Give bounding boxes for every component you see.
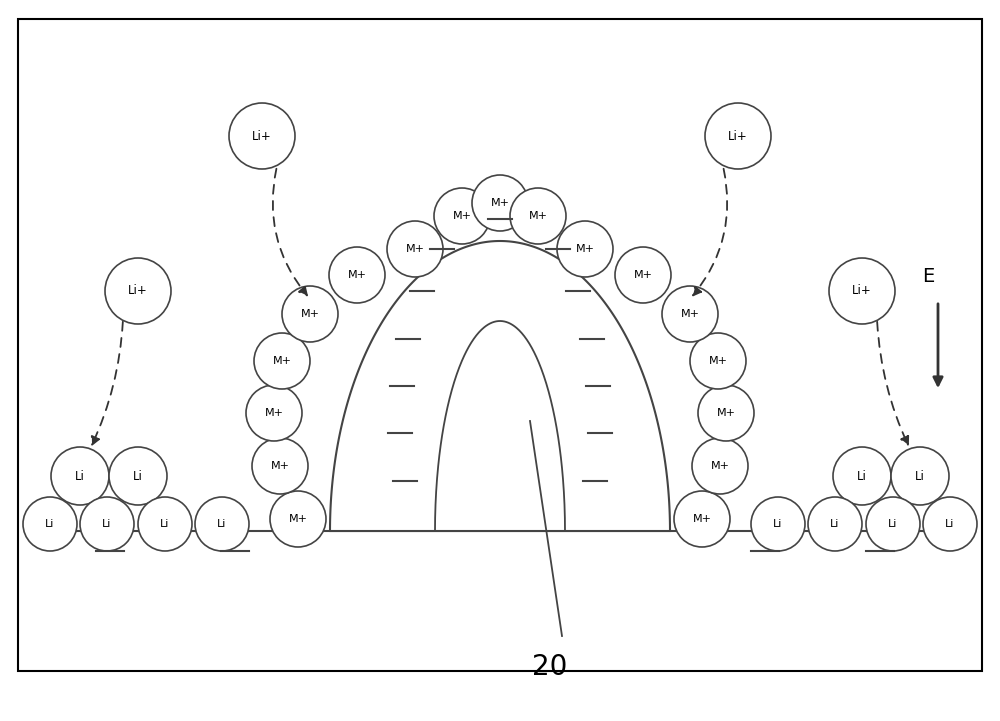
Text: M+: M+ [272,356,292,366]
Circle shape [751,497,805,551]
Circle shape [690,333,746,389]
Circle shape [615,247,671,303]
Circle shape [833,447,891,505]
Circle shape [109,447,167,505]
Polygon shape [330,241,670,531]
Text: Li: Li [857,469,867,482]
Text: Li: Li [773,519,783,529]
Text: M+: M+ [710,461,730,471]
Text: M+: M+ [264,408,284,418]
Text: Li: Li [133,469,143,482]
Circle shape [923,497,977,551]
Text: Li: Li [102,519,112,529]
Text: M+: M+ [692,514,712,524]
Text: M+: M+ [490,198,510,208]
Text: 20: 20 [532,653,568,681]
Text: M+: M+ [634,270,652,280]
Circle shape [23,497,77,551]
Text: Li+: Li+ [852,285,872,298]
Text: M+: M+ [708,356,728,366]
Circle shape [105,258,171,324]
Circle shape [254,333,310,389]
Text: Li: Li [217,519,227,529]
Circle shape [866,497,920,551]
Circle shape [434,188,490,244]
Text: M+: M+ [528,211,548,221]
Text: Li: Li [75,469,85,482]
Circle shape [229,103,295,169]
Text: M+: M+ [452,211,472,221]
Text: M+: M+ [406,244,425,254]
Circle shape [282,286,338,342]
Text: Li+: Li+ [252,130,272,143]
Text: Li+: Li+ [128,285,148,298]
Text: Li: Li [915,469,925,482]
Text: Li: Li [830,519,840,529]
Text: M+: M+ [270,461,290,471]
Circle shape [698,385,754,441]
Circle shape [891,447,949,505]
Circle shape [252,438,308,494]
Circle shape [829,258,895,324]
Text: M+: M+ [288,514,308,524]
Text: M+: M+ [576,244,594,254]
Text: E: E [922,267,934,286]
Circle shape [557,221,613,277]
Text: Li: Li [888,519,898,529]
Circle shape [472,175,528,231]
Circle shape [662,286,718,342]
Circle shape [808,497,862,551]
Circle shape [705,103,771,169]
Circle shape [674,491,730,547]
Text: Li: Li [160,519,170,529]
Text: M+: M+ [348,270,366,280]
Circle shape [51,447,109,505]
Text: Li: Li [45,519,55,529]
Circle shape [510,188,566,244]
Text: Li+: Li+ [728,130,748,143]
Text: M+: M+ [300,309,320,319]
Text: M+: M+ [680,309,700,319]
Circle shape [270,491,326,547]
Circle shape [195,497,249,551]
Circle shape [329,247,385,303]
Circle shape [246,385,302,441]
Circle shape [138,497,192,551]
Circle shape [692,438,748,494]
Circle shape [387,221,443,277]
Circle shape [80,497,134,551]
Text: M+: M+ [716,408,736,418]
Text: Li: Li [945,519,955,529]
